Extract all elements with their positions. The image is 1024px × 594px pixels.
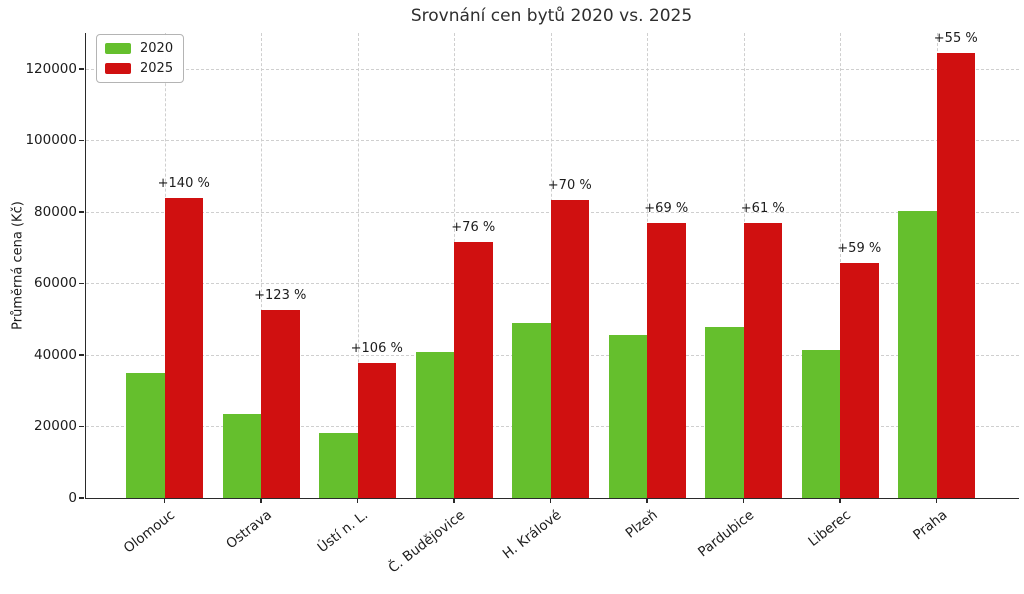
- legend-label-2025: 2025: [140, 61, 174, 76]
- y-tick-mark: [79, 282, 85, 285]
- gridline-x: [357, 33, 359, 498]
- bar-2025-5: [647, 222, 686, 498]
- annotation: +123 %: [254, 287, 307, 303]
- bar-2020-4: [512, 322, 551, 498]
- bar-2020-1: [222, 413, 261, 498]
- x-tick-mark: [453, 498, 455, 503]
- y-tick-label: 120000: [25, 60, 77, 77]
- gridline-y: [86, 68, 1019, 70]
- bar-2025-2: [357, 363, 396, 498]
- chart-title: Srovnání cen bytů 2020 vs. 2025: [410, 6, 693, 26]
- annotation: +59 %: [837, 240, 882, 256]
- x-tick-label: Č. Budějovice: [385, 507, 468, 577]
- annotation: +70 %: [547, 178, 592, 194]
- bar-2025-7: [840, 262, 879, 498]
- x-tick-mark: [742, 498, 745, 503]
- x-tick-label: Liberec: [805, 507, 854, 550]
- bar-2020-7: [801, 349, 840, 498]
- legend-label-2020: 2020: [140, 41, 174, 56]
- bar-2025-6: [743, 223, 782, 498]
- bar-2020-2: [319, 432, 358, 498]
- bar-2025-0: [164, 197, 203, 498]
- annotation: +61 %: [740, 201, 785, 217]
- bar-2020-5: [608, 335, 647, 498]
- legend-swatch-2020: [105, 43, 131, 54]
- x-tick-label: Praha: [910, 507, 951, 544]
- plot-area: 2020 2025 0 20000 40000 60000 80000 100000 120…: [25, 30, 1019, 576]
- y-tick-label: 0: [68, 490, 77, 506]
- y-tick-label: 60000: [34, 275, 77, 292]
- y-tick-label: 80000: [34, 203, 77, 220]
- y-tick-mark: [79, 211, 85, 213]
- x-tick-label: Ústí n. L.: [314, 507, 372, 557]
- bar-2020-3: [415, 352, 454, 498]
- x-tick-mark: [356, 498, 359, 503]
- y-tick-mark: [79, 67, 85, 70]
- y-tick-mark: [79, 354, 85, 356]
- x-tick-label: Olomouc: [121, 507, 179, 557]
- y-tick-label: 40000: [34, 346, 77, 363]
- x-tick-mark: [163, 498, 166, 503]
- x-tick-mark: [839, 498, 841, 503]
- bar-2020-0: [126, 372, 165, 498]
- bar-2025-4: [550, 200, 589, 498]
- x-tick-mark: [646, 498, 648, 503]
- gridline-x: [261, 33, 262, 498]
- y-tick-mark: [79, 497, 85, 499]
- y-tick-label: 100000: [25, 132, 77, 149]
- x-tick-label: H. Králové: [499, 507, 565, 563]
- bar-2025-1: [261, 309, 300, 498]
- y-tick-mark: [79, 425, 85, 428]
- y-tick-mark: [79, 139, 85, 142]
- x-tick-label: Plzeň: [622, 507, 661, 542]
- gridline-y: [86, 140, 1019, 142]
- x-tick-mark: [260, 498, 262, 503]
- x-tick-label: Ostrava: [223, 507, 275, 553]
- annotation: +140 %: [157, 175, 210, 191]
- x-tick-mark: [935, 498, 938, 503]
- bar-2025-8: [936, 52, 975, 498]
- bar-2020-6: [705, 327, 744, 498]
- legend: 2020 2025: [96, 34, 185, 83]
- bar-2020-8: [898, 210, 937, 498]
- bar-2025-3: [454, 241, 493, 498]
- legend-item-2025: 2025: [105, 61, 173, 76]
- x-tick-mark: [549, 498, 552, 503]
- y-tick-label: 20000: [34, 418, 77, 435]
- x-tick-label: Pardubice: [695, 507, 758, 561]
- annotation: +55 %: [933, 30, 978, 46]
- legend-swatch-2025: [105, 63, 131, 74]
- annotation: +69 %: [644, 200, 689, 216]
- legend-item-2020: 2020: [105, 41, 173, 56]
- annotation: +76 %: [451, 219, 496, 235]
- annotation: +106 %: [350, 341, 403, 357]
